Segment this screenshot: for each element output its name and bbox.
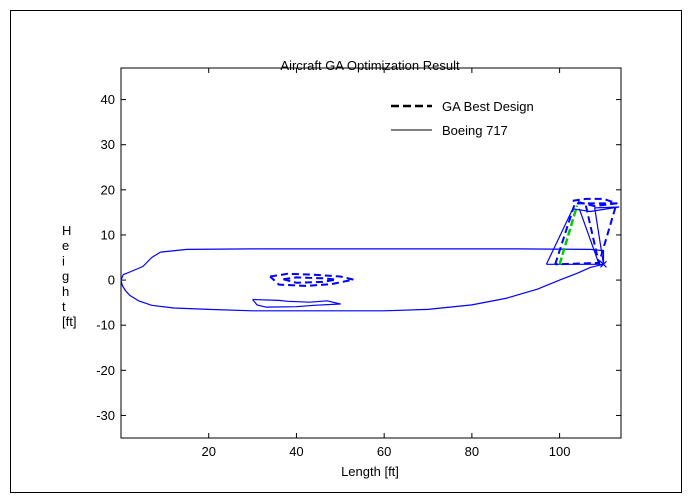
y-axis-label-char: [ft] [62, 314, 76, 329]
series-dashed-wing [269, 272, 355, 287]
y-tick-label: 20 [101, 182, 115, 197]
x-axis-label: Length [ft] [341, 464, 399, 479]
series-dashed-tail [554, 202, 618, 266]
x-tick-label: 60 [377, 444, 391, 459]
y-tick-label: 40 [101, 92, 115, 107]
y-axis-label-char: e [62, 238, 69, 253]
series-dashed-tail-spar [584, 205, 601, 265]
series-layer [120, 197, 620, 312]
x-tick-label: 40 [289, 444, 303, 459]
x-tick-label: 20 [201, 444, 215, 459]
x-tick-label: 100 [549, 444, 571, 459]
y-tick-label: 10 [101, 227, 115, 242]
series-solid-tail-spar [578, 208, 600, 265]
y-tick-label: -10 [96, 318, 115, 333]
y-tick-label: 30 [101, 137, 115, 152]
y-axis: 40 30 20 10 0 -10 -20 -30 [96, 92, 621, 423]
y-axis-label-char: h [62, 284, 69, 299]
figure-frame [10, 10, 682, 493]
series-dashed-wing-inner [283, 276, 337, 284]
y-axis-label-char: g [62, 269, 69, 284]
plot-area [120, 67, 622, 439]
y-tick-label: -30 [96, 408, 115, 423]
y-axis-label-char: t [62, 299, 66, 314]
series-highlight-tail-spar [558, 205, 579, 265]
series-solid-wing [252, 298, 341, 308]
tail-tip-marker [600, 260, 607, 268]
chart-title: Aircraft GA Optimization Result [280, 58, 460, 73]
series-solid-fuselage [120, 248, 605, 312]
y-axis-label-char: H [62, 223, 71, 238]
legend-label-ga-best-design: GA Best Design [442, 99, 534, 114]
legend-label-boeing-717: Boeing 717 [442, 123, 508, 138]
series-solid-tail [545, 206, 620, 265]
y-axis-label-char: i [62, 253, 65, 268]
x-axis: 20 40 60 80 100 [201, 68, 570, 459]
legend: GA Best Design Boeing 717 [391, 99, 534, 138]
series-dashed-tail-top [572, 197, 618, 208]
y-tick-label: 0 [108, 273, 115, 288]
x-tick-label: 80 [465, 444, 479, 459]
y-tick-label: -20 [96, 363, 115, 378]
